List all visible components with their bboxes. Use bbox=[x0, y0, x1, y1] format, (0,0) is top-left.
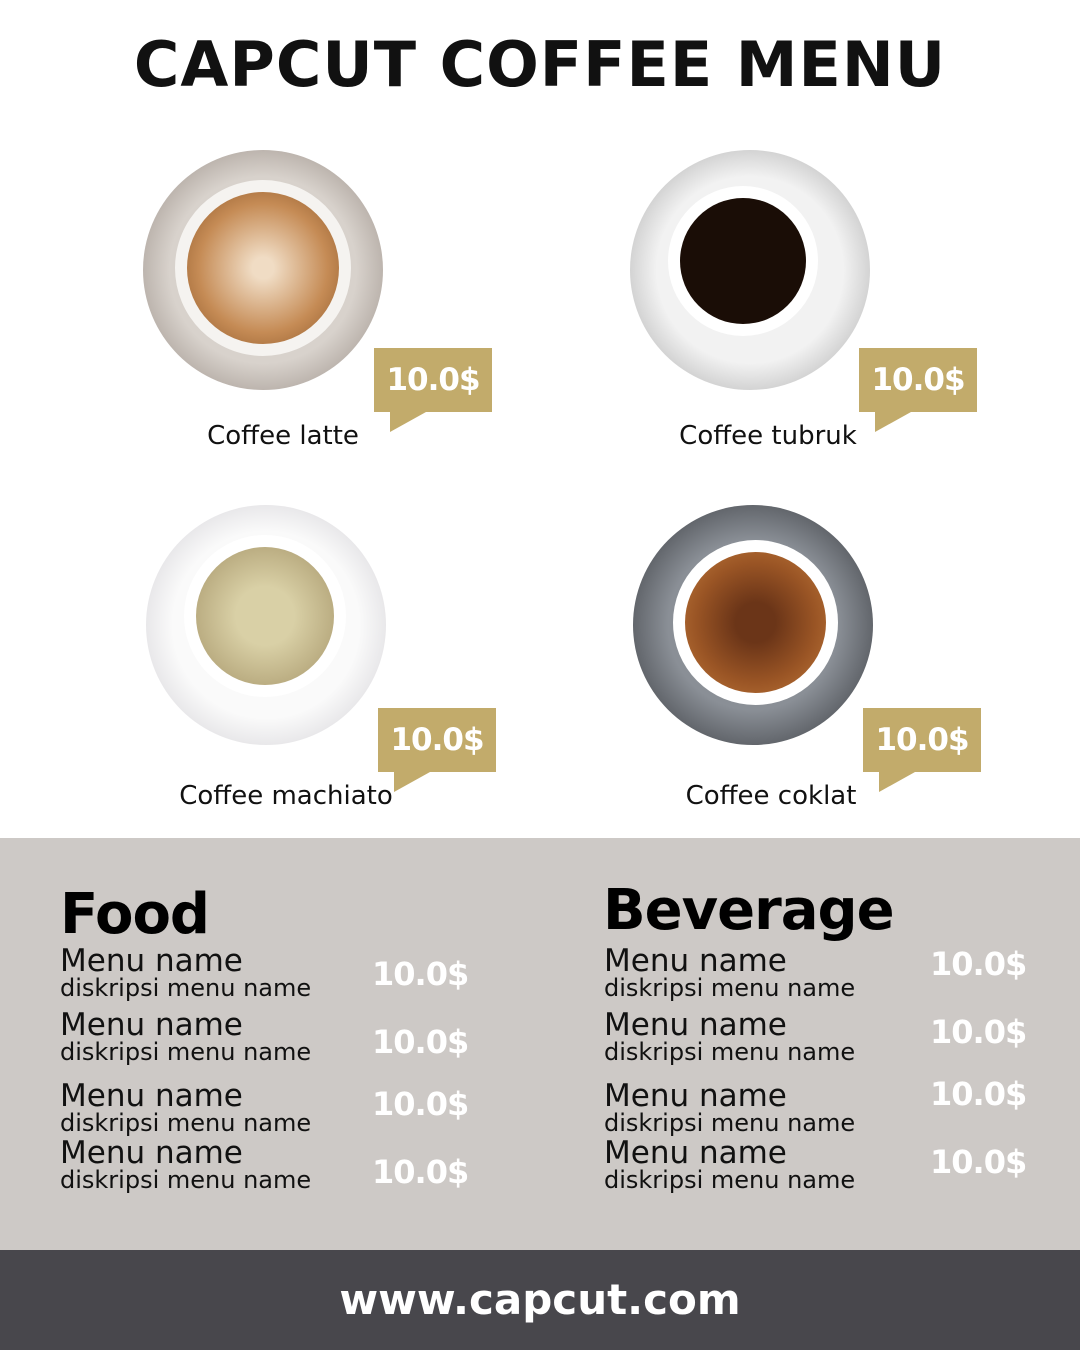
food-heading: Food bbox=[60, 882, 210, 947]
product-name: Coffee machiato bbox=[179, 781, 393, 811]
food-price: 10.0$ bbox=[372, 1085, 469, 1123]
item-desc: diskripsi menu name bbox=[604, 1109, 856, 1137]
price-tag: 10.0$ bbox=[378, 708, 496, 792]
price-tag: 10.0$ bbox=[859, 348, 977, 432]
beverage-price: 10.0$ bbox=[930, 1143, 1027, 1181]
item-name: Menu name bbox=[60, 1078, 243, 1114]
food-item: Menu name diskripsi menu name bbox=[60, 1007, 312, 1066]
item-name: Menu name bbox=[604, 943, 787, 979]
food-price: 10.0$ bbox=[372, 1023, 469, 1061]
food-price: 10.0$ bbox=[372, 1153, 469, 1191]
item-desc: diskripsi menu name bbox=[60, 1038, 312, 1066]
item-name: Menu name bbox=[604, 1007, 787, 1043]
item-desc: diskripsi menu name bbox=[604, 974, 856, 1002]
beverage-item: Menu name diskripsi menu name bbox=[604, 1078, 856, 1137]
item-desc: diskripsi menu name bbox=[60, 1109, 312, 1137]
beverage-item: Menu name diskripsi menu name bbox=[604, 1007, 856, 1066]
product-name: Coffee coklat bbox=[685, 781, 857, 811]
coffee-coklat-image bbox=[633, 505, 873, 745]
coffee-latte-image bbox=[143, 150, 383, 390]
price-tag: 10.0$ bbox=[863, 708, 981, 792]
coffee-tubruk-image bbox=[630, 150, 870, 390]
item-name: Menu name bbox=[60, 1135, 243, 1171]
beverage-price: 10.0$ bbox=[930, 945, 1027, 983]
food-item: Menu name diskripsi menu name bbox=[60, 1078, 312, 1137]
beverage-item: Menu name diskripsi menu name bbox=[604, 943, 856, 1002]
item-desc: diskripsi menu name bbox=[60, 1166, 312, 1194]
item-desc: diskripsi menu name bbox=[60, 974, 312, 1002]
item-desc: diskripsi menu name bbox=[604, 1038, 856, 1066]
coffee-machiato-image bbox=[146, 505, 386, 745]
item-name: Menu name bbox=[60, 1007, 243, 1043]
beverage-heading: Beverage bbox=[603, 878, 895, 943]
beverage-price: 10.0$ bbox=[930, 1013, 1027, 1051]
food-item: Menu name diskripsi menu name bbox=[60, 1135, 312, 1194]
page-title: CAPCUT COFFEE MENU bbox=[133, 28, 947, 101]
food-price: 10.0$ bbox=[372, 955, 469, 993]
product-name: Coffee tubruk bbox=[679, 421, 857, 451]
item-name: Menu name bbox=[604, 1078, 787, 1114]
item-name: Menu name bbox=[60, 943, 243, 979]
food-item: Menu name diskripsi menu name bbox=[60, 943, 312, 1002]
footer-website-link[interactable]: www.capcut.com bbox=[0, 1250, 1080, 1350]
item-desc: diskripsi menu name bbox=[604, 1166, 856, 1194]
beverage-item: Menu name diskripsi menu name bbox=[604, 1135, 856, 1194]
price-tag: 10.0$ bbox=[374, 348, 492, 432]
product-name: Coffee latte bbox=[207, 421, 359, 451]
beverage-price: 10.0$ bbox=[930, 1075, 1027, 1113]
item-name: Menu name bbox=[604, 1135, 787, 1171]
menu-panel: Food Beverage Menu name diskripsi menu na… bbox=[0, 838, 1080, 1250]
